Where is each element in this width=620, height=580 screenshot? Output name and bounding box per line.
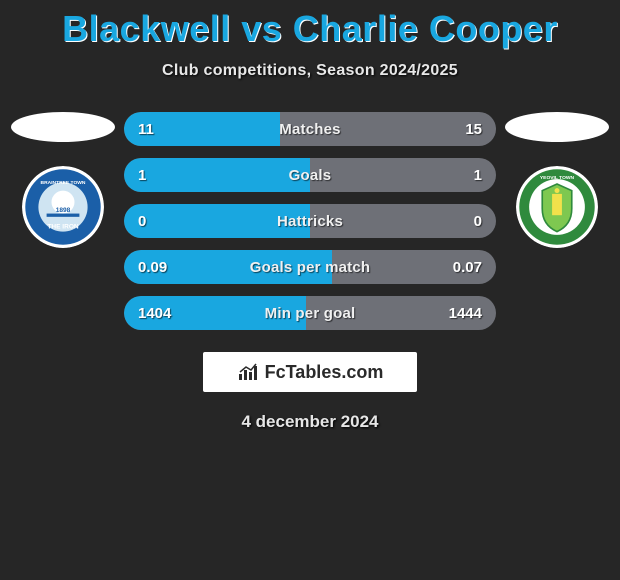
stat-row-hattricks: 0 Hattricks 0: [124, 204, 496, 238]
stat-left-value: 0.09: [138, 259, 167, 276]
stat-label: Goals per match: [250, 259, 371, 276]
stats-column: 11 Matches 15 1 Goals 1 0 Hattricks 0 0.09 Goals p…: [118, 112, 502, 330]
svg-text:1898: 1898: [56, 207, 71, 214]
right-team-crest: YEOVIL TOWN: [516, 166, 598, 248]
stat-right-value: 15: [465, 121, 482, 138]
stat-label: Min per goal: [265, 305, 356, 322]
stat-left-value: 1: [138, 167, 146, 184]
stat-left-value: 1404: [138, 305, 171, 322]
stat-label: Goals: [289, 167, 332, 184]
left-player-column: THE IRON BRAINTREE TOWN 1898: [8, 112, 118, 248]
yeovil-crest-icon: YEOVIL TOWN: [516, 166, 598, 248]
right-player-column: YEOVIL TOWN: [502, 112, 612, 248]
right-player-placeholder: [505, 112, 609, 142]
chart-icon: [237, 362, 261, 382]
stat-left-value: 11: [138, 121, 154, 138]
svg-text:YEOVIL TOWN: YEOVIL TOWN: [540, 175, 575, 181]
left-player-placeholder: [11, 112, 115, 142]
braintree-crest-icon: THE IRON BRAINTREE TOWN 1898: [22, 166, 104, 248]
page-title: Blackwell vs Charlie Cooper: [0, 0, 620, 50]
stat-left-value: 0: [138, 213, 146, 230]
stat-right-value: 1: [474, 167, 482, 184]
stat-row-goals-per-match: 0.09 Goals per match 0.07: [124, 250, 496, 284]
svg-text:THE IRON: THE IRON: [47, 223, 79, 230]
stat-label: Hattricks: [277, 213, 343, 230]
stat-right-value: 0: [474, 213, 482, 230]
branding-text: FcTables.com: [265, 362, 384, 383]
footer-date: 4 december 2024: [0, 412, 620, 432]
page-subtitle: Club competitions, Season 2024/2025: [0, 62, 620, 80]
stat-row-matches: 11 Matches 15: [124, 112, 496, 146]
stat-label: Matches: [279, 121, 340, 138]
branding-badge: FcTables.com: [203, 352, 417, 392]
comparison-panel: THE IRON BRAINTREE TOWN 1898 11Matches15…: [0, 112, 620, 330]
stat-row-min-per-goal: 1404 Min per goal 1444: [124, 296, 496, 330]
stat-right-value: 0.07: [453, 259, 482, 276]
stat-row-goals: 1 Goals 1: [124, 158, 496, 192]
left-team-crest: THE IRON BRAINTREE TOWN 1898: [22, 166, 104, 248]
stat-right-value: 1444: [449, 305, 482, 322]
svg-text:BRAINTREE TOWN: BRAINTREE TOWN: [41, 180, 86, 186]
